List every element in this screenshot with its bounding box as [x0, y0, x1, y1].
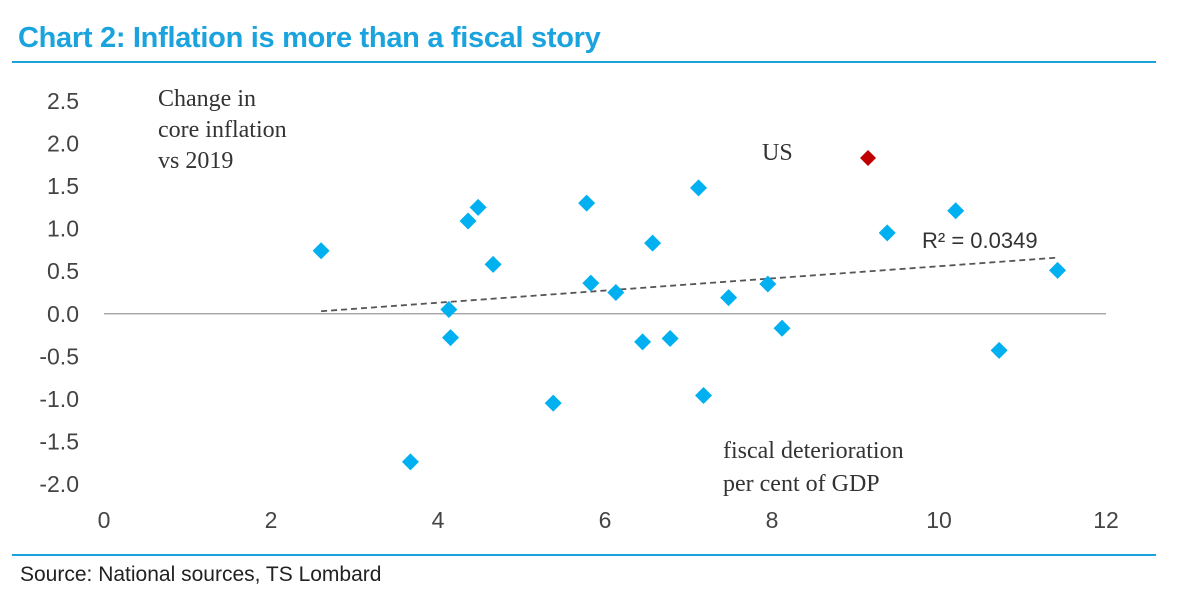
y-tick-label: -1.5 [39, 428, 79, 454]
data-point [440, 301, 458, 319]
y-tick-label: 2.0 [47, 131, 79, 157]
y-tick-label: 1.0 [47, 216, 79, 242]
data-point [1049, 261, 1067, 279]
data-point [578, 194, 596, 212]
trend-line [321, 256, 1058, 313]
data-point [878, 224, 896, 242]
data-point [661, 329, 679, 347]
x-axis-ticks: 0 2 4 6 8 10 12 [98, 507, 1119, 533]
data-point [442, 329, 460, 347]
label-line: core inflation [158, 117, 287, 143]
y-axis-ticks: 2.5 2.0 1.5 1.0 0.5 0.0 -0.5 -1.0 -1.5 -2.0 [39, 88, 79, 497]
y-tick-label: -1.0 [39, 386, 79, 412]
label-line: fiscal deterioration [723, 438, 904, 464]
data-point [607, 284, 625, 301]
data-point [690, 179, 708, 197]
data-point [459, 212, 477, 230]
data-point [634, 333, 652, 351]
data-point [544, 394, 562, 412]
x-tick-label: 0 [98, 507, 111, 533]
data-point [695, 386, 713, 404]
x-tick-label: 12 [1093, 507, 1119, 533]
y-tick-label: -2.0 [39, 471, 79, 497]
data-point [990, 341, 1008, 359]
data-point [401, 453, 419, 471]
x-tick-label: 4 [432, 507, 445, 533]
x-tick-label: 2 [265, 507, 278, 533]
source-note: Source: National sources, TS Lombard [20, 563, 382, 586]
data-point [582, 274, 600, 292]
data-point [759, 275, 777, 293]
x-tick-label: 6 [599, 507, 612, 533]
label-line: vs 2019 [158, 148, 233, 174]
label-line: per cent of GDP [723, 471, 880, 497]
y-tick-label: 0.0 [47, 301, 79, 327]
y-axis-label: Change in core inflation vs 2019 [158, 86, 287, 174]
data-points [312, 179, 1067, 471]
chart-title: Chart 2: Inflation is more than a fiscal… [18, 22, 601, 54]
data-point [644, 234, 662, 252]
x-tick-label: 8 [766, 507, 779, 533]
data-point [720, 289, 738, 307]
label-line: Change in [158, 86, 256, 112]
data-point [312, 242, 330, 260]
y-tick-label: 0.5 [47, 258, 79, 284]
data-point [947, 202, 965, 220]
highlight-label-us: US [762, 140, 793, 166]
data-point [773, 319, 791, 337]
x-axis-label: fiscal deterioration per cent of GDP [723, 438, 904, 497]
y-tick-label: 2.5 [47, 88, 79, 114]
data-point [484, 255, 502, 273]
footer-rule [12, 554, 1156, 556]
x-tick-label: 10 [926, 507, 952, 533]
highlight-point-us [860, 150, 877, 167]
r-squared-label: R² = 0.0349 [922, 228, 1038, 253]
title-rule [12, 61, 1156, 63]
y-tick-label: 1.5 [47, 173, 79, 199]
data-point [469, 198, 487, 216]
y-tick-label: -0.5 [39, 343, 79, 369]
